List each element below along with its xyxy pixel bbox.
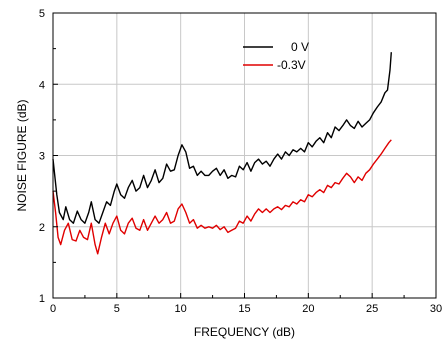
y-tick-label: 4 — [39, 79, 45, 91]
legend-label: -0.3V — [277, 58, 306, 72]
series-group — [52, 52, 392, 255]
x-tick-label: 10 — [175, 303, 187, 315]
x-tick-label: 25 — [366, 303, 378, 315]
x-tick-label: 0 — [50, 303, 56, 315]
x-axis-title: FREQUENCY (dB) — [194, 325, 295, 339]
x-tick-label: 15 — [238, 303, 250, 315]
legend-label: 0 V — [291, 40, 309, 54]
ticks — [52, 12, 437, 299]
y-tick-label: 1 — [39, 293, 45, 305]
y-axis-title: NOISE FIGURE (dB) — [15, 99, 29, 211]
y-tick-label: 5 — [39, 8, 45, 20]
series-line-0v — [52, 52, 392, 224]
grid — [53, 13, 436, 298]
x-tick-label: 5 — [114, 303, 120, 315]
x-tick-label: 30 — [430, 303, 442, 315]
legend: 0 V -0.3V — [243, 40, 309, 72]
y-tick-label: 2 — [39, 222, 45, 234]
tick-labels: 0 5 10 15 20 25 30 1 2 3 4 5 — [39, 8, 442, 315]
y-tick-label: 3 — [39, 151, 45, 163]
x-tick-label: 20 — [302, 303, 314, 315]
series-line-minus-0-3v — [52, 139, 392, 255]
